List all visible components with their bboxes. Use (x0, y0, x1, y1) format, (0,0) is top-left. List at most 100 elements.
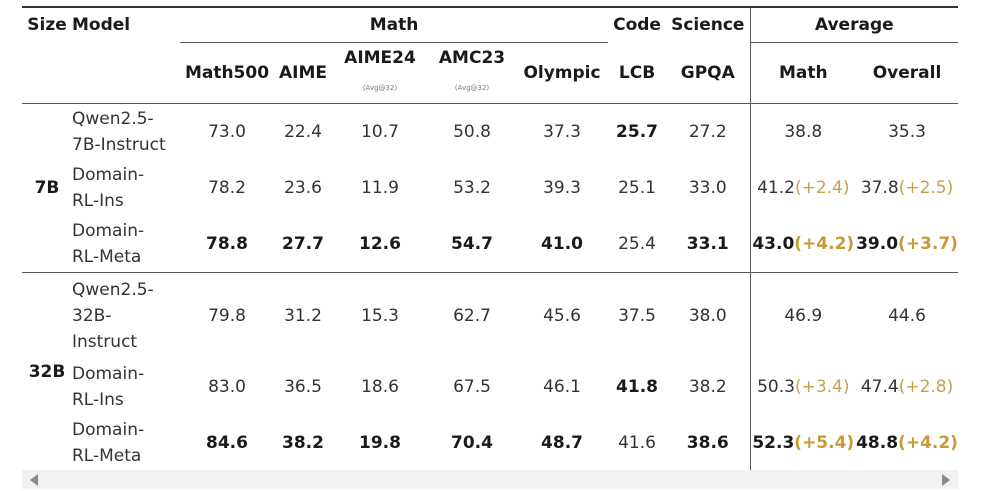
avg-math-cell: 52.3(+5.4) (749, 415, 857, 473)
avg-overall-cell: 44.6 (856, 272, 959, 359)
results-table: Size Model Math Code Science Average Mat… (22, 6, 959, 473)
model-cell: Qwen2.5- 7B-Instruct (72, 103, 180, 160)
avg-math-cell: 38.8 (749, 103, 857, 160)
value-cell: 23.6 (284, 178, 322, 198)
table-row: 7B Qwen2.5- 7B-Instruct 73.0 22.4 10.7 50… (22, 103, 959, 273)
model-name-line: RL-Meta (72, 446, 142, 466)
value-cell: 53.2 (453, 178, 491, 198)
size-cell-32b: 32B (22, 272, 72, 472)
table-row: Domain- RL-Meta 84.6 38.2 19.8 70.4 48.7 … (22, 415, 959, 473)
avg-value: 37.8 (860, 178, 899, 198)
col-amc23-label: AMC23 (438, 48, 506, 68)
value-cell: 38.2 (688, 377, 727, 397)
value-cell: 45.6 (516, 272, 609, 359)
model-cell: Domain- RL-Meta (72, 216, 180, 273)
avg-math-cell: 46.9 (749, 272, 857, 359)
avg-math-cell: 43.0(+4.2) (749, 216, 857, 273)
avg-delta: (+2.8) (898, 377, 954, 397)
model-name-line: Domain- (72, 221, 145, 241)
value-cell: 33.0 (688, 178, 727, 198)
triangle-left-icon[interactable] (30, 474, 38, 486)
header-row-groups: Size Model Math Code Science Average (22, 6, 959, 43)
value-cell: 25.1 (618, 178, 656, 198)
value-cell: 62.7 (428, 272, 516, 359)
value-cell: 25.7 (608, 103, 667, 160)
table-row: Domain- RL-Ins 83.0 36.5 18.6 67.5 46.1 4… (22, 359, 958, 415)
avg-value: 47.4 (860, 377, 899, 397)
header-blank-size (22, 43, 72, 104)
value-cell: 41.6 (608, 415, 667, 473)
model-name-line: Qwen2.5- (72, 109, 154, 129)
value-cell: 19.8 (332, 415, 428, 473)
col-lcb: LCB (618, 62, 656, 83)
model-name-line: 32B- (72, 306, 112, 326)
header-science-group: Science (666, 6, 751, 43)
avg-overall-cell: 35.3 (856, 103, 959, 160)
avg-overall-cell: 39.0(+3.7) (856, 216, 958, 273)
header-model: Model (72, 6, 180, 43)
model-name-line: RL-Ins (72, 390, 124, 410)
avg-value: 43.0 (752, 234, 795, 254)
value-cell: 18.6 (361, 377, 399, 397)
col-aime: AIME (278, 63, 327, 83)
model-name-line: Qwen2.5- (72, 280, 154, 300)
value-cell: 73.0 (180, 103, 274, 160)
value-cell: 38.2 (274, 415, 332, 473)
col-amc23: AMC23 (Avg@32) (428, 43, 516, 104)
value-cell: 78.8 (206, 234, 248, 254)
value-cell: 83.0 (208, 377, 246, 397)
avg-value: 39.0 (856, 234, 899, 254)
value-cell: 67.5 (453, 377, 491, 397)
header-size: Size (22, 6, 72, 43)
value-cell: 37.5 (608, 272, 667, 359)
model-cell: Domain- RL-Ins (72, 160, 180, 216)
header-row-columns: Math500 AIME AIME24 (Avg@32) AMC23 (Avg@… (22, 42, 958, 104)
value-cell: 31.2 (274, 272, 332, 359)
header-math-group: Math (180, 6, 609, 43)
value-cell: 38.0 (666, 272, 751, 359)
avg-math-cell: 41.2(+2.4) (749, 160, 857, 216)
model-name-line: Domain- (72, 364, 145, 384)
model-cell: Domain- RL-Meta (72, 415, 180, 473)
header-average-group: Average (749, 6, 959, 43)
value-cell: 25.4 (618, 234, 656, 254)
value-cell: 27.2 (666, 103, 751, 160)
avg-delta: (+2.5) (898, 178, 954, 198)
avg-value: 41.2 (757, 178, 795, 198)
table-row: Domain- RL-Meta 78.8 27.7 12.6 54.7 41.0 … (22, 216, 958, 273)
col-aime24-note: (Avg@32) (362, 84, 398, 92)
model-name-line: RL-Ins (72, 191, 124, 211)
value-cell: 70.4 (428, 415, 516, 473)
col-avg-overall: Overall (872, 63, 942, 83)
model-name-line: RL-Meta (72, 247, 142, 267)
horizontal-scrollbar[interactable] (22, 470, 958, 489)
value-cell: 22.4 (274, 103, 332, 160)
header-code-group: Code (608, 6, 667, 43)
avg-delta: (+5.4) (794, 433, 855, 453)
size-cell-7b: 7B (22, 103, 72, 273)
value-cell: 10.7 (332, 103, 428, 160)
avg-overall-cell: 48.8(+4.2) (856, 415, 959, 473)
value-cell: 33.1 (686, 234, 729, 254)
model-cell: Domain- RL-Ins (72, 359, 180, 415)
col-math500: Math500 (184, 63, 270, 83)
value-cell: 15.3 (332, 272, 428, 359)
avg-value: 48.8 (856, 433, 899, 453)
table-row: Domain- RL-Ins 78.2 23.6 11.9 53.2 39.3 2… (22, 160, 958, 216)
avg-value: 52.3 (752, 433, 795, 453)
avg-overall-cell: 37.8(+2.5) (856, 160, 958, 216)
avg-delta: (+4.2) (898, 433, 958, 453)
col-olympic: Olympic (523, 63, 601, 83)
value-cell: 48.7 (516, 415, 609, 473)
model-cell: Qwen2.5- 32B- Instruct (72, 272, 180, 359)
avg-delta: (+3.4) (794, 377, 850, 397)
value-cell: 46.1 (543, 377, 581, 397)
avg-math-cell: 50.3(+3.4) (749, 359, 857, 415)
avg-value: 50.3 (757, 377, 795, 397)
value-cell: 12.6 (359, 234, 401, 254)
avg-delta: (+3.7) (898, 234, 958, 254)
triangle-right-icon[interactable] (942, 474, 950, 486)
col-aime24: AIME24 (Avg@32) (332, 43, 428, 104)
value-cell: 54.7 (451, 234, 493, 254)
model-name-line: 7B-Instruct (72, 135, 166, 155)
